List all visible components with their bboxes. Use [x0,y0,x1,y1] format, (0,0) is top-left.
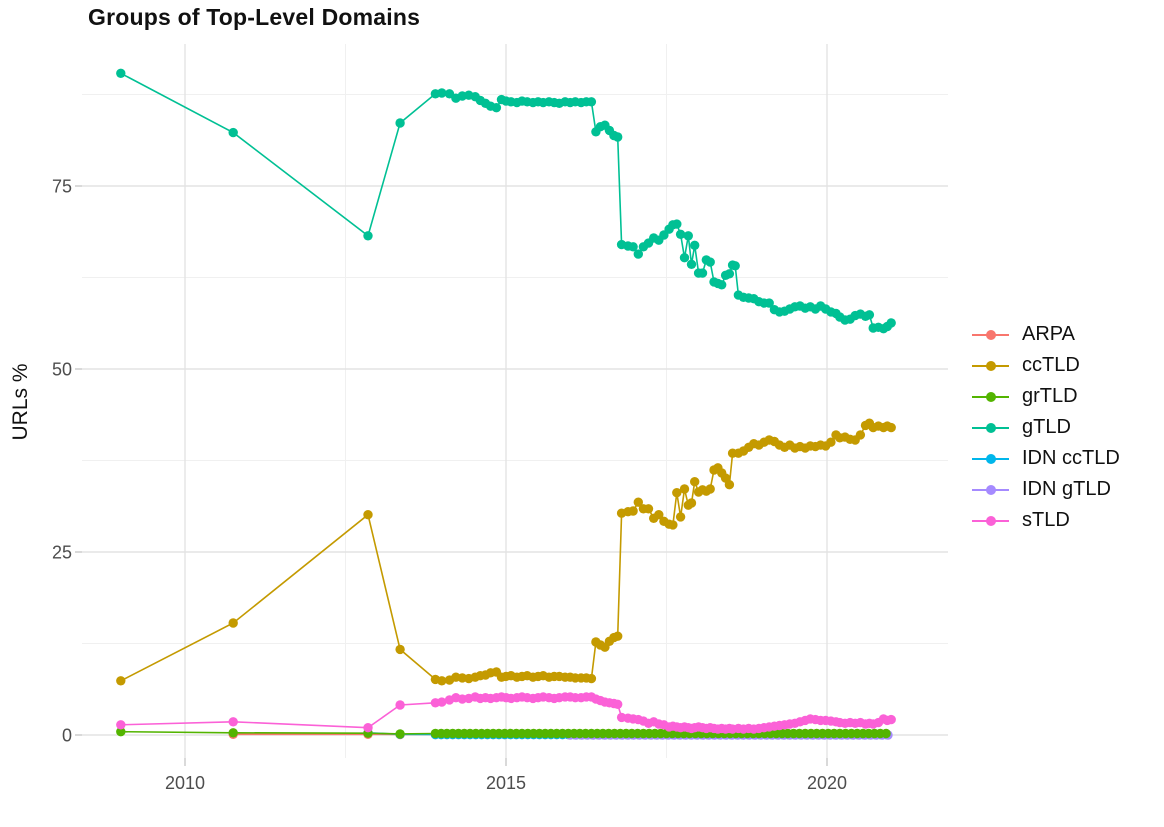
legend-item-stld: sTLD [972,505,1120,536]
legend-key-icon [972,515,1009,527]
x-tick-label: 2020 [807,773,847,793]
axis-ticks [75,185,828,766]
series-stld-points [116,692,896,734]
legend-item-gtld: gTLD [972,412,1120,443]
gridlines-major [82,44,948,758]
legend-label: IDN ccTLD [1022,447,1120,469]
legend-label: IDN gTLD [1022,478,1111,500]
legend: ARPA ccTLD grTLD gTLD IDN ccTLD IDN gTLD sTLD [972,319,1120,536]
legend-item-idn-gtld: IDN gTLD [972,474,1120,505]
legend-key-icon [972,422,1009,434]
x-tick-label: 2015 [486,773,526,793]
x-tick-labels: 2010 2015 2020 [165,773,847,793]
legend-item-cctld: ccTLD [972,350,1120,381]
legend-key-icon [972,360,1009,372]
y-tick-labels: 0 25 50 75 [52,177,72,746]
legend-key-icon [972,391,1009,403]
legend-label: sTLD [1022,509,1070,531]
y-axis-title: URLs % [9,363,32,441]
chart-title: Groups of Top-Level Domains [88,4,421,30]
series-cctld-points [116,418,896,686]
legend-key-icon [972,484,1009,496]
y-tick-label: 0 [62,726,72,746]
x-tick-label: 2010 [165,773,205,793]
legend-item-arpa: ARPA [972,319,1120,350]
legend-key-icon [972,329,1009,341]
legend-item-grtld: grTLD [972,381,1120,412]
series-gtld-points [116,68,896,334]
legend-item-idn-cctld: IDN ccTLD [972,443,1120,474]
legend-label: ccTLD [1022,354,1080,376]
legend-label: ARPA [1022,323,1075,345]
y-tick-label: 25 [52,543,72,563]
legend-label: gTLD [1022,416,1071,438]
y-tick-label: 75 [52,177,72,197]
gridlines-minor [82,44,948,758]
legend-label: grTLD [1022,385,1078,407]
y-tick-label: 50 [52,360,72,380]
legend-key-icon [972,453,1009,465]
